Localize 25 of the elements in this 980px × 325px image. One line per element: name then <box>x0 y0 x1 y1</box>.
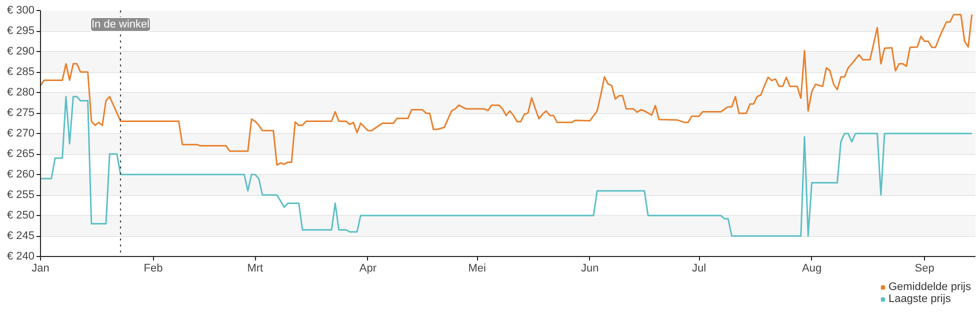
y-tick-label: € 300 <box>6 4 35 16</box>
y-tick-label: € 290 <box>6 46 35 58</box>
x-tick-label: Jun <box>580 262 599 274</box>
y-tick-label: € 280 <box>6 86 35 98</box>
x-tick-label: Sep <box>914 262 934 274</box>
x-tick-label: Mei <box>468 262 486 274</box>
y-tick-label: € 275 <box>6 107 35 119</box>
x-tick-label: Mrt <box>247 262 264 274</box>
x-tick-label: Jan <box>32 262 50 274</box>
y-tick-label: € 285 <box>6 66 35 78</box>
y-tick-label: € 255 <box>6 189 35 201</box>
legend-label: Laagste prijs <box>888 293 951 305</box>
y-tick-label: € 265 <box>6 148 35 160</box>
x-tick-label: Aug <box>802 262 822 274</box>
x-tick-label: Apr <box>359 262 377 274</box>
y-tick-label: € 270 <box>6 128 35 140</box>
y-tick-label: € 240 <box>6 250 35 262</box>
y-tick-label: € 245 <box>6 230 35 242</box>
x-tick-label: Feb <box>144 262 163 274</box>
x-tick-label: Jul <box>692 262 706 274</box>
y-tick-label: € 295 <box>6 25 35 37</box>
y-tick-label: € 260 <box>6 168 35 180</box>
y-tick-label: € 250 <box>6 210 35 222</box>
legend-label: Gemiddelde prijs <box>888 281 971 293</box>
ref-line-label: In de winkel <box>91 18 150 30</box>
